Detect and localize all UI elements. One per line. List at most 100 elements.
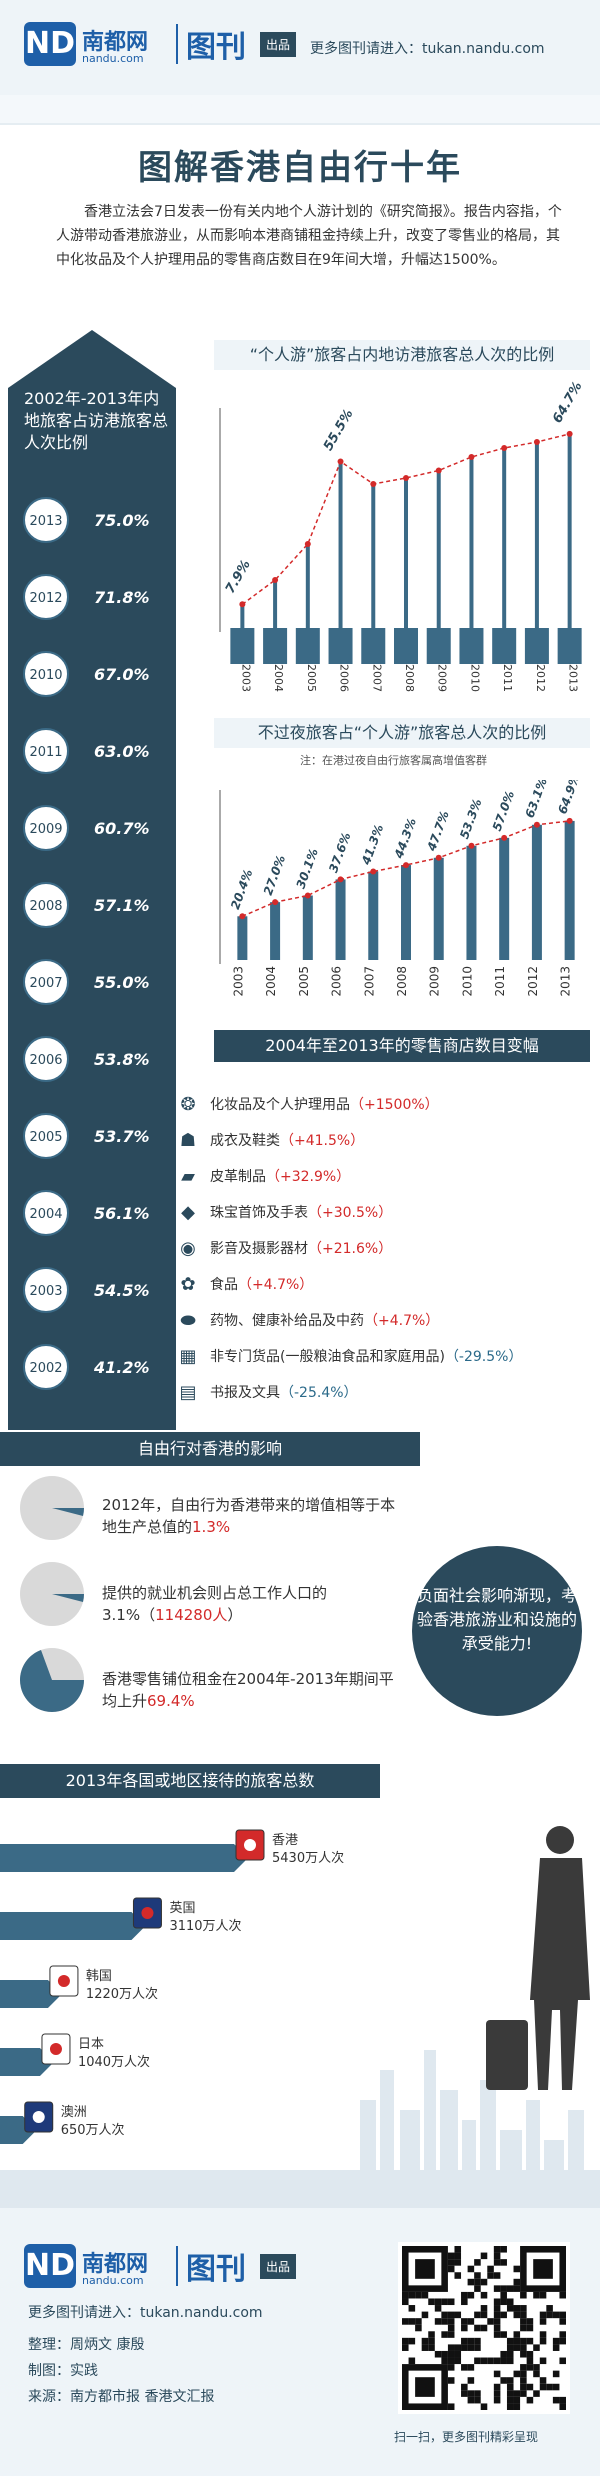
year-block — [328, 628, 353, 664]
x-tick-label: 2009 — [428, 966, 442, 997]
qr-module — [408, 2357, 416, 2365]
pie-slice — [20, 1649, 85, 1712]
country-name: 日本 — [78, 2037, 104, 2052]
year-label: 2013 — [29, 514, 62, 529]
qr-module — [493, 2324, 501, 2332]
footer-logo-domain: nandu.com — [82, 2274, 144, 2287]
non-overnight-chart: 2003 2004 2005 2006 2007 2008 2009 2010 2011 2012… — [219, 780, 583, 997]
x-tick-label: 2013 — [567, 664, 580, 692]
logo-name: 南都网 — [82, 30, 149, 55]
qr-module — [461, 2337, 468, 2345]
qr-finder-core — [533, 2259, 553, 2279]
visitor-count-label: 1220万人次 — [86, 1986, 158, 2002]
qr-module — [493, 2259, 501, 2266]
qr-module — [487, 2357, 494, 2365]
year-block — [492, 628, 517, 664]
qr-module — [428, 2298, 435, 2306]
share-value-label: 53.7% — [94, 1127, 150, 1146]
qr-module — [520, 2370, 527, 2378]
qr-module — [493, 2285, 501, 2292]
qr-module — [447, 2403, 455, 2410]
pill-icon: ⬬ — [180, 1309, 196, 1331]
qr-module — [474, 2396, 481, 2404]
qr-module — [500, 2331, 507, 2338]
qr-module — [428, 2331, 435, 2338]
bar — [335, 879, 346, 960]
data-label: 27.0% — [261, 853, 288, 897]
data-label: 63.1% — [523, 780, 550, 820]
value-stem — [338, 461, 343, 628]
qr-module — [402, 2344, 409, 2351]
qr-module — [559, 2318, 566, 2325]
qr-module — [552, 2344, 560, 2351]
header-url[interactable]: 更多图刊请进入：tukan.nandu.com — [310, 41, 545, 57]
qr-module — [441, 2331, 448, 2338]
qr-module — [493, 2331, 501, 2338]
retail-item-change: （-29.5%） — [444, 1349, 523, 1365]
qr-module — [513, 2305, 521, 2312]
qr-module — [533, 2370, 540, 2378]
qr-module — [480, 2278, 488, 2286]
qr-module — [500, 2311, 507, 2319]
footer-url[interactable]: 更多图刊请进入：tukan.nandu.com — [28, 2305, 263, 2321]
qr-module — [533, 2390, 540, 2397]
data-label: 57.0% — [490, 789, 517, 833]
qr-module — [552, 2383, 560, 2391]
x-tick-label: 2004 — [272, 664, 285, 692]
qr-module — [552, 2396, 560, 2404]
bar — [433, 857, 444, 960]
qr-module — [447, 2265, 455, 2273]
retail-item-name: 影音及摄影器材 — [210, 1241, 308, 1257]
qr-module — [480, 2403, 488, 2410]
value-stem — [469, 457, 474, 628]
visitor-bar — [0, 1912, 146, 1940]
chart-overnight-title: 不过夜旅客占“个人游”旅客总人次的比例 — [214, 718, 590, 748]
qr-module — [552, 2311, 560, 2319]
qr-module — [539, 2318, 547, 2325]
tukan-logo: 图刊 — [186, 30, 246, 65]
skyline-building — [544, 2140, 564, 2170]
qr-module — [526, 2337, 534, 2345]
qr-module — [408, 2318, 416, 2325]
x-tick-label: 2009 — [436, 664, 449, 692]
footer-tukan-logo: 图刊 — [186, 2252, 246, 2287]
skyline-base — [0, 2170, 600, 2208]
pie-slice — [52, 1508, 84, 1516]
qr-module — [506, 2383, 514, 2391]
data-point — [533, 821, 540, 828]
year-block — [459, 628, 484, 664]
qr-module — [428, 2344, 435, 2351]
qr-module — [520, 2305, 527, 2312]
qr-module — [447, 2298, 455, 2306]
qr-module — [493, 2357, 501, 2365]
qr-module — [493, 2383, 501, 2391]
data-point — [533, 439, 540, 445]
x-tick-label: 2005 — [297, 966, 311, 997]
flag-emblem — [244, 1839, 256, 1851]
diamond-icon: ◆ — [181, 1201, 195, 1223]
handbag-icon: ▰ — [181, 1165, 195, 1187]
retail-title: 2004年至2013年的零售商店数目变幅 — [214, 1030, 590, 1062]
qr-module — [454, 2350, 462, 2358]
qr-module — [506, 2337, 514, 2345]
qr-module — [474, 2272, 481, 2279]
qr-module — [500, 2285, 507, 2292]
qr-module — [467, 2291, 475, 2299]
impact-text-1: 2012年，自由行为香港带来的增值相等于本地生产总值的1.3% — [102, 1496, 396, 1536]
qr-code-icon[interactable] — [398, 2242, 570, 2414]
qr-module — [559, 2337, 566, 2345]
qr-module — [461, 2364, 468, 2371]
data-point — [304, 541, 311, 547]
bar — [302, 895, 313, 960]
qr-module — [559, 2357, 566, 2365]
retail-item: ⬬ 药物、健康补给品及中药 （+4.7%） — [176, 1304, 439, 1336]
qr-module — [546, 2311, 553, 2319]
retail-item: ▦ 非专门货品(一般粮油食品和家庭用品) （-29.5%） — [176, 1340, 522, 1372]
retail-item-change: （+1500%） — [350, 1097, 439, 1113]
qr-module — [454, 2357, 462, 2365]
x-tick-label: 2013 — [559, 966, 573, 997]
qr-module — [520, 2291, 527, 2299]
qr-module — [493, 2246, 501, 2253]
data-point — [403, 475, 409, 481]
retail-item: ◆ 珠宝首饰及手表 （+30.5%） — [176, 1196, 392, 1228]
